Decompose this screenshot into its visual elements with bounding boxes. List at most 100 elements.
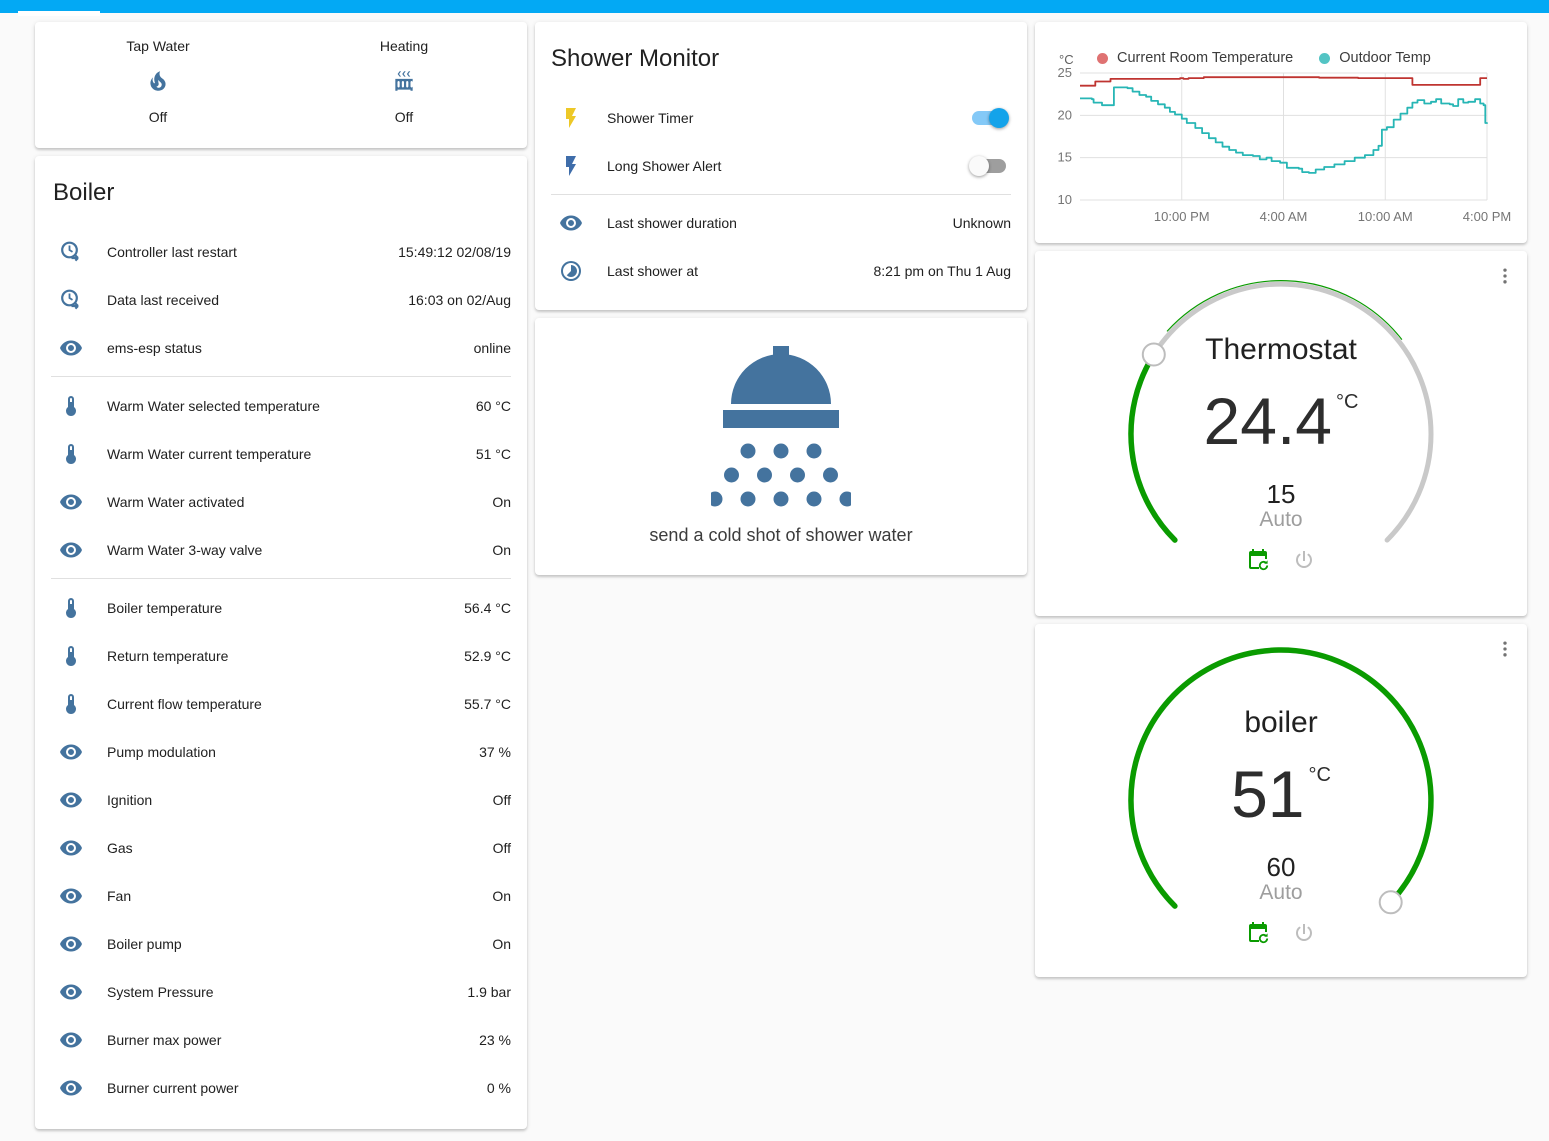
climate-title: boiler: [1244, 706, 1318, 739]
entity-row[interactable]: Burner max power 23 %: [51, 1016, 511, 1064]
calendar-sync-icon[interactable]: [1246, 548, 1270, 572]
eye-icon: [59, 1076, 83, 1100]
entity-row[interactable]: Warm Water 3-way valve On: [51, 526, 511, 579]
switch-row: Long Shower Alert: [551, 142, 1011, 190]
entity-label: Boiler pump: [107, 936, 182, 952]
entity-value: 8:21 pm on Thu 1 Aug: [873, 263, 1011, 279]
entity-row[interactable]: ems-esp status online: [51, 324, 511, 377]
entity-value: online: [473, 340, 511, 356]
power-icon[interactable]: [1292, 548, 1316, 572]
shower-head-icon: [707, 346, 855, 507]
entity-value: On: [492, 494, 511, 510]
entity-label: Boiler temperature: [107, 600, 223, 616]
eye-icon: [59, 490, 83, 514]
entity-row[interactable]: System Pressure 1.9 bar: [51, 968, 511, 1016]
toggle-thumb[interactable]: [969, 156, 989, 176]
legend-item: Outdoor Temp: [1319, 50, 1431, 66]
entity-value: 15:49:12 02/08/19: [398, 244, 511, 260]
entity-label: Gas: [107, 840, 133, 856]
temperature-unit: °C: [1336, 391, 1359, 413]
eye-icon: [59, 884, 83, 908]
clock-export-icon: [59, 288, 83, 312]
y-axis-unit-label: °C: [1059, 52, 1074, 67]
entity-label: Data last received: [107, 292, 220, 308]
entity-row[interactable]: Warm Water selected temperature 60 °C: [51, 382, 511, 430]
fire-icon: [145, 68, 171, 94]
active-tab-indicator[interactable]: [18, 11, 100, 16]
entity-label: Warm Water 3-way valve: [107, 542, 263, 558]
eye-icon: [59, 788, 83, 812]
entity-row[interactable]: Current flow temperature 55.7 °C: [51, 680, 511, 728]
glance-item[interactable]: Heating Off: [281, 36, 527, 148]
entity-value: On: [492, 936, 511, 952]
thermometer-icon: [59, 394, 83, 418]
entity-row[interactable]: Boiler pump On: [51, 920, 511, 968]
sensor-rows: Last shower duration Unknown Last shower…: [551, 199, 1011, 295]
entity-value: 52.9 °C: [464, 648, 511, 664]
toggle-thumb[interactable]: [989, 108, 1009, 128]
shower-monitor-card: Shower Monitor Shower Timer L: [535, 22, 1027, 310]
dial-handle[interactable]: [1141, 342, 1166, 367]
toggle-switch[interactable]: [969, 108, 1009, 128]
entity-label: Warm Water current temperature: [107, 446, 312, 462]
entity-row[interactable]: Warm Water current temperature 51 °C: [51, 430, 511, 478]
card-title: Shower Monitor: [551, 45, 720, 72]
entity-value: Unknown: [952, 215, 1011, 231]
dial-handle[interactable]: [1378, 890, 1403, 915]
hvac-mode: Auto: [1259, 881, 1303, 904]
glance-card: Tap Water Off Heating Off: [35, 22, 527, 148]
svg-text:20: 20: [1058, 107, 1072, 122]
timelapse-icon: [559, 259, 583, 283]
eye-icon: [59, 836, 83, 860]
legend-dot: [1097, 52, 1108, 64]
entity-value: On: [492, 542, 511, 558]
legend-label: Current Room Temperature: [1117, 50, 1294, 66]
entity-row[interactable]: Fan On: [51, 872, 511, 920]
eye-icon: [59, 932, 83, 956]
entity-row[interactable]: Controller last restart 15:49:12 02/08/1…: [51, 228, 511, 276]
power-icon[interactable]: [1292, 921, 1316, 945]
entity-label: Ignition: [107, 792, 153, 808]
entity-label: Long Shower Alert: [607, 158, 722, 174]
entity-row[interactable]: Boiler temperature 56.4 °C: [51, 584, 511, 632]
entity-value: 37 %: [479, 744, 511, 760]
entity-row[interactable]: Return temperature 52.9 °C: [51, 632, 511, 680]
calendar-sync-icon[interactable]: [1246, 921, 1270, 945]
entity-label: Last shower duration: [607, 215, 737, 231]
entity-value: Off: [492, 840, 511, 856]
boiler-overlay: boiler 51 °C 60 Auto: [1035, 624, 1527, 945]
entity-state: Off: [394, 109, 414, 125]
svg-text:10:00 PM: 10:00 PM: [1154, 209, 1210, 224]
flash-icon: [559, 106, 583, 130]
entity-label: Return temperature: [107, 648, 229, 664]
thermostat-dial[interactable]: [1035, 251, 1527, 616]
entity-value: 1.9 bar: [467, 984, 511, 1000]
app-header-bar: [0, 0, 1549, 16]
toggle-switch[interactable]: [969, 156, 1009, 176]
entity-label: Controller last restart: [107, 244, 237, 260]
shower-cold-shot-card[interactable]: send a cold shot of shower water: [535, 318, 1027, 575]
column-left: Tap Water Off Heating Off Boiler Con: [35, 22, 527, 1129]
entity-name: Tap Water: [126, 38, 190, 54]
entity-state: Off: [148, 109, 168, 125]
entity-row[interactable]: Ignition Off: [51, 776, 511, 824]
entity-label: Warm Water activated: [107, 494, 245, 510]
entity-row[interactable]: Pump modulation 37 %: [51, 728, 511, 776]
entity-row[interactable]: Warm Water activated On: [51, 478, 511, 526]
more-options-icon[interactable]: [1495, 638, 1515, 660]
legend-label: Outdoor Temp: [1339, 50, 1431, 66]
more-options-icon[interactable]: [1495, 265, 1515, 287]
svg-text:15: 15: [1058, 150, 1072, 165]
entity-row[interactable]: Burner current power 0 %: [51, 1064, 511, 1112]
entity-label: Shower Timer: [607, 110, 694, 126]
entity-row[interactable]: Data last received 16:03 on 02/Aug: [51, 276, 511, 324]
entity-row[interactable]: Last shower duration Unknown: [551, 199, 1011, 247]
glance-item[interactable]: Tap Water Off: [35, 36, 281, 148]
svg-text:10:00 AM: 10:00 AM: [1358, 209, 1413, 224]
eye-icon: [59, 538, 83, 562]
boiler-dial[interactable]: [1035, 624, 1527, 977]
entity-row[interactable]: Gas Off: [51, 824, 511, 872]
entity-row[interactable]: Last shower at 8:21 pm on Thu 1 Aug: [551, 247, 1011, 295]
target-temperature: 15: [1266, 479, 1296, 509]
entity-value: 56.4 °C: [464, 600, 511, 616]
